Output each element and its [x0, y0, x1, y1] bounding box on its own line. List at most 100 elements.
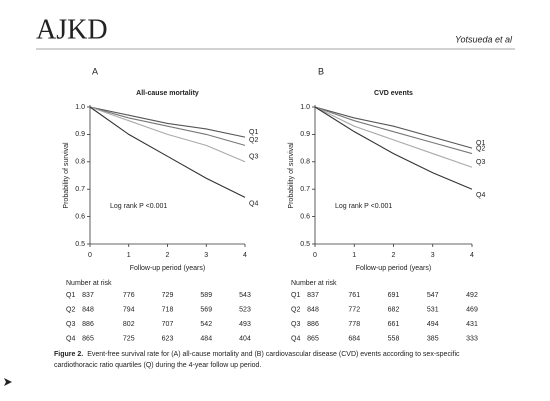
survival-curve [89, 106, 246, 198]
risk-value: 547 [427, 292, 439, 299]
risk-value: 569 [200, 306, 212, 313]
risk-value: 886 [82, 321, 94, 328]
risk-value: 543 [239, 292, 251, 299]
series-label: Q2 [476, 145, 485, 152]
risk-value: 886 [307, 321, 319, 328]
risk-value: 802 [123, 321, 135, 328]
risk-value: 725 [123, 335, 135, 342]
risk-value: 729 [162, 292, 174, 299]
risk-value: 718 [162, 306, 174, 313]
y-tick-label: 0.7 [300, 186, 310, 193]
caption-label: Figure 2. [54, 351, 84, 358]
risk-value: 493 [239, 321, 251, 328]
risk-value: 691 [388, 292, 400, 299]
authors: Yotsueda et al [455, 34, 513, 44]
risk-value: 431 [466, 321, 478, 328]
risk-value: 772 [348, 306, 360, 313]
risk-row-label: Q3 [66, 321, 75, 328]
series-label: Q4 [476, 192, 485, 199]
risk-heading: Number at risk [291, 280, 337, 287]
y-tick-label: 0.5 [300, 241, 310, 248]
risk-row-label: Q1 [66, 292, 75, 299]
x-tick-label: 1 [352, 252, 356, 259]
risk-value: 531 [427, 306, 439, 313]
risk-value: 682 [388, 306, 400, 313]
y-axis-label: Probability of survival [288, 142, 295, 209]
risk-value: 492 [466, 292, 478, 299]
x-tick-label: 1 [127, 252, 131, 259]
x-tick-label: 2 [392, 252, 396, 259]
series-label: Q1 [249, 129, 258, 136]
risk-value: 778 [348, 321, 360, 328]
risk-value: 484 [200, 335, 212, 342]
x-tick-label: 4 [243, 252, 247, 259]
survival-curve [314, 106, 473, 168]
y-tick-label: 0.8 [300, 159, 310, 166]
risk-value: 385 [427, 335, 439, 342]
y-tick-label: 0.8 [75, 159, 85, 166]
risk-value: 494 [427, 321, 439, 328]
risk-value: 837 [82, 292, 94, 299]
annotation: Log rank P <0.001 [110, 203, 167, 210]
risk-value: 865 [307, 335, 319, 342]
series-label: Q4 [249, 200, 258, 207]
risk-value: 776 [123, 292, 135, 299]
caption: Figure 2. Event-free survival rate for (A… [54, 349, 494, 371]
y-tick-label: 1.0 [300, 104, 310, 111]
risk-value: 761 [348, 292, 360, 299]
risk-value: 333 [466, 335, 478, 342]
risk-row-label: Q4 [291, 335, 300, 342]
survival-curve [89, 106, 246, 163]
survival-curve [89, 106, 246, 138]
x-tick-label: 3 [204, 252, 208, 259]
caption-text: Event-free survival rate for (A) all-cau… [54, 351, 460, 369]
survival-curve [314, 106, 473, 149]
y-tick-label: 0.6 [300, 213, 310, 220]
x-tick-label: 0 [313, 252, 317, 259]
risk-value: 661 [388, 321, 400, 328]
risk-value: 542 [200, 321, 212, 328]
risk-value: 684 [348, 335, 360, 342]
series-label: Q3 [249, 154, 258, 161]
survival-curve [314, 106, 473, 190]
risk-value: 707 [162, 321, 174, 328]
risk-row-label: Q1 [291, 292, 300, 299]
x-tick-label: 3 [431, 252, 435, 259]
risk-value: 865 [82, 335, 94, 342]
risk-value: 848 [82, 306, 94, 313]
x-tick-label: 2 [166, 252, 170, 259]
series-label: Q3 [476, 159, 485, 166]
risk-row-label: Q4 [66, 335, 75, 342]
x-tick-label: 0 [88, 252, 92, 259]
risk-value: 558 [388, 335, 400, 342]
risk-row-label: Q3 [291, 321, 300, 328]
y-tick-label: 0.7 [75, 186, 85, 193]
risk-value: 623 [162, 335, 174, 342]
panel-label: B [318, 66, 324, 76]
risk-value: 404 [239, 335, 251, 342]
y-tick-label: 0.5 [75, 241, 85, 248]
y-tick-label: 0.9 [300, 131, 310, 138]
series-label: Q2 [249, 137, 258, 144]
risk-value: 794 [123, 306, 135, 313]
risk-value: 589 [200, 292, 212, 299]
series-label: Q1 [476, 140, 485, 147]
arrow-icon [4, 378, 12, 386]
y-tick-label: 1.0 [75, 104, 85, 111]
annotation: Log rank P <0.001 [335, 203, 392, 210]
risk-row-label: Q2 [291, 306, 300, 313]
risk-value: 848 [307, 306, 319, 313]
risk-value: 837 [307, 292, 319, 299]
x-tick-label: 4 [470, 252, 474, 259]
chart-title: CVD events [374, 90, 413, 97]
survival-curve [314, 106, 473, 155]
x-axis-label: Follow-up period (years) [130, 265, 205, 272]
risk-heading: Number at risk [66, 280, 112, 287]
chart-title: All-cause mortality [136, 90, 199, 97]
panel-label: A [92, 66, 98, 76]
risk-value: 523 [239, 306, 251, 313]
survival-curve [89, 106, 246, 146]
y-tick-label: 0.9 [75, 131, 85, 138]
